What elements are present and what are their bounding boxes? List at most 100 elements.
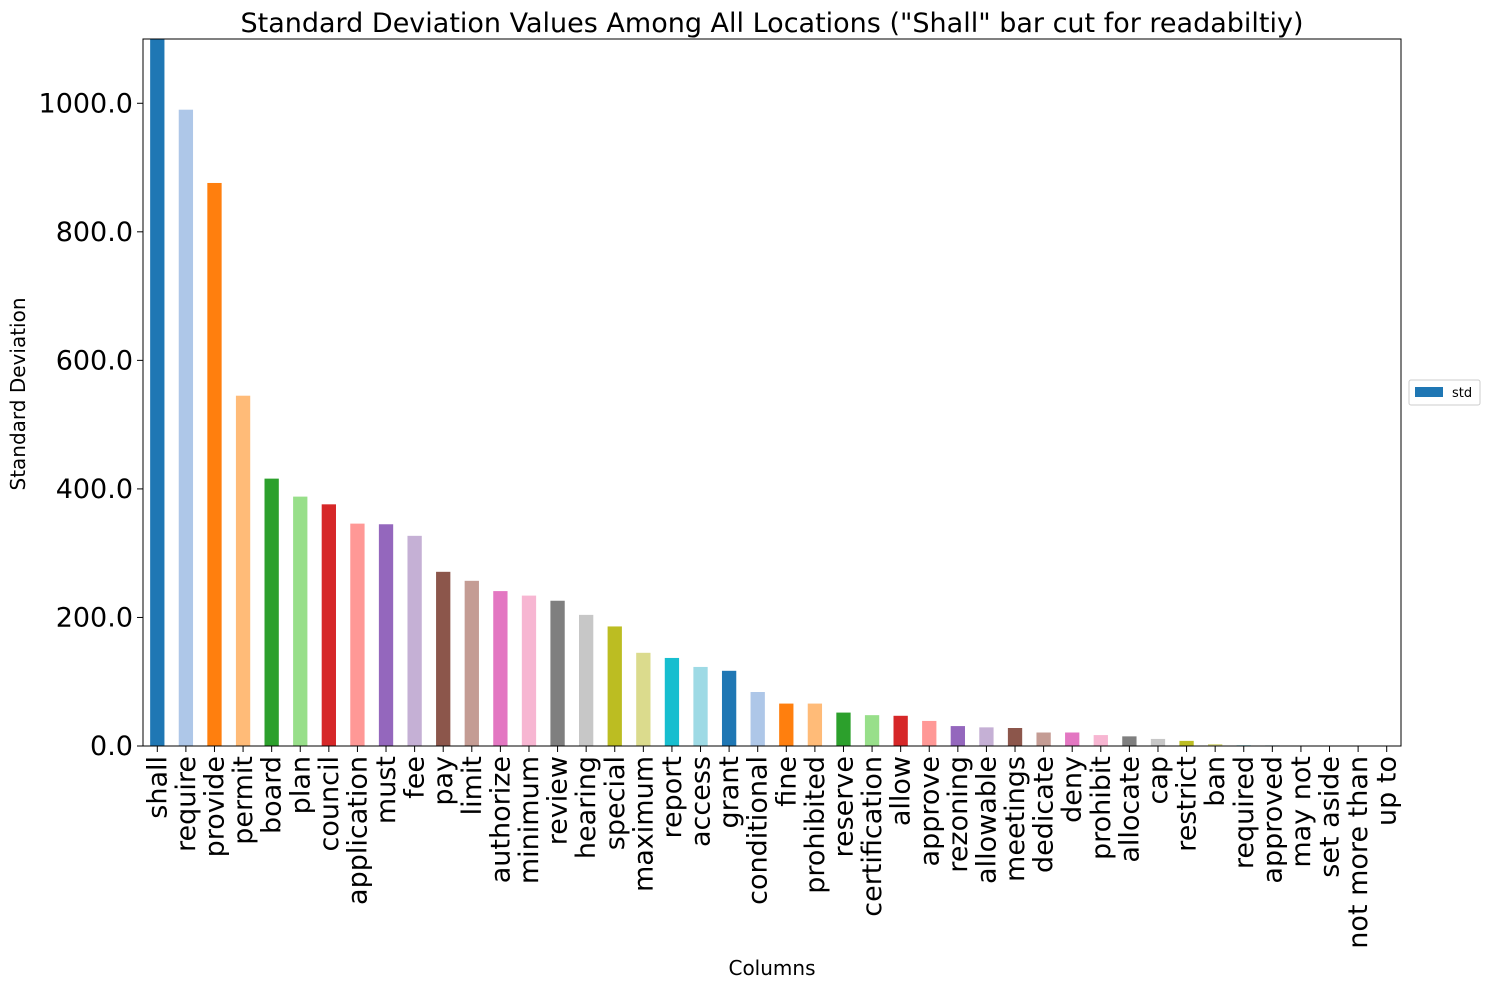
bar-authorize	[493, 591, 508, 746]
x-tick-label: approved	[1257, 756, 1288, 884]
x-tick-label: special	[600, 756, 631, 850]
x-tick-label: plan	[285, 756, 316, 814]
bar-permit	[235, 395, 251, 746]
bar-review	[550, 600, 565, 746]
x-tick-label: rezoning	[943, 756, 974, 873]
bar-certification	[864, 715, 880, 746]
x-tick-label: may not	[1286, 756, 1317, 868]
bar-must	[378, 524, 394, 746]
x-tick-label: fee	[400, 756, 431, 799]
bar-allow	[893, 715, 908, 746]
chart-title: Standard Deviation Values Among All Loca…	[240, 8, 1303, 39]
x-tick-label: prohibited	[800, 756, 831, 894]
y-ticks-group: 0.0 200.0 400.0 600.0 800.0 1000.0	[39, 88, 143, 762]
bar-reserve	[836, 712, 851, 746]
bar-rezoning	[950, 726, 965, 746]
x-tick-label: fine	[771, 756, 802, 807]
bar-fee	[407, 535, 422, 746]
x-tick-label: application	[342, 756, 373, 905]
x-tick-label: not more than	[1343, 756, 1374, 949]
x-tick-label: review	[543, 756, 574, 845]
x-tick-label: council	[314, 756, 345, 851]
bar-council	[321, 504, 336, 746]
bar-cap	[1150, 738, 1166, 746]
bar-require	[178, 109, 194, 746]
x-tick-label: prohibit	[1086, 756, 1117, 860]
y-tick-label: 600.0	[56, 345, 133, 376]
bar-restrict	[1179, 740, 1194, 746]
plot-frame	[142, 38, 1402, 747]
bar-access	[693, 666, 708, 746]
bar-plan	[293, 496, 308, 746]
y-tick-label: 400.0	[56, 474, 133, 505]
bar-ban	[1208, 744, 1223, 746]
x-axis-label: Columns	[728, 956, 815, 980]
x-tick-label: provide	[199, 756, 230, 857]
bar-prohibited	[807, 703, 823, 746]
x-tick-label: set aside	[1315, 756, 1346, 878]
x-tick-label: allow	[886, 756, 917, 826]
bar-approve	[922, 720, 937, 746]
legend-label: std	[1452, 386, 1472, 401]
bar-shall	[150, 39, 165, 746]
x-tick-label: required	[1229, 756, 1260, 869]
legend-swatch	[1415, 387, 1443, 397]
x-tick-label: pay	[428, 756, 459, 806]
x-tick-label: meetings	[1000, 756, 1031, 882]
bar-application	[350, 523, 365, 746]
bar-limit	[464, 580, 479, 746]
x-ticks-group: shallrequireprovidepermitboardplancounci…	[142, 746, 1403, 949]
x-tick-label: hearing	[571, 756, 602, 859]
x-tick-label: access	[686, 756, 717, 847]
y-tick-label: 800.0	[56, 217, 133, 248]
x-tick-label: cap	[1143, 756, 1174, 805]
legend: std	[1408, 379, 1481, 406]
bar-minimum	[521, 595, 537, 746]
x-tick-label: allocate	[1114, 756, 1145, 863]
x-tick-label: authorize	[485, 756, 516, 883]
bar-pay	[436, 571, 451, 746]
x-tick-label: ban	[1200, 756, 1231, 807]
bar-dedicate	[1036, 732, 1051, 746]
x-tick-label: report	[657, 756, 688, 838]
y-tick-label: 200.0	[56, 602, 133, 633]
x-tick-label: minimum	[514, 756, 545, 884]
bar-hearing	[579, 614, 594, 746]
x-tick-label: dedicate	[1029, 756, 1060, 873]
bar-maximum	[636, 652, 651, 746]
x-tick-label: reserve	[828, 756, 859, 858]
bars-group	[150, 39, 1394, 747]
x-tick-label: up to	[1372, 756, 1403, 826]
bar-allowable	[979, 727, 994, 746]
x-tick-label: deny	[1057, 756, 1088, 823]
bar-allocate	[1122, 736, 1137, 746]
y-axis-label: Standard Deviation	[6, 297, 30, 490]
legend-box	[1408, 379, 1481, 406]
x-tick-label: grant	[714, 756, 745, 828]
bar-board	[264, 478, 279, 746]
x-tick-label: allowable	[971, 756, 1002, 884]
bar-meetings	[1007, 728, 1023, 746]
bar-deny	[1065, 732, 1080, 746]
y-tick-label: 0.0	[90, 731, 133, 762]
x-tick-label: maximum	[628, 756, 659, 892]
x-tick-label: board	[257, 756, 288, 834]
x-tick-label: require	[171, 756, 202, 852]
x-tick-label: certification	[857, 756, 888, 917]
x-tick-label: shall	[142, 756, 173, 819]
bar-prohibit	[1093, 735, 1108, 746]
x-tick-label: conditional	[743, 756, 774, 905]
x-tick-label: limit	[457, 756, 488, 815]
bar-fine	[779, 703, 794, 746]
x-tick-label: must	[371, 756, 402, 824]
x-tick-label: restrict	[1172, 756, 1203, 852]
y-tick-label: 1000.0	[39, 88, 133, 119]
bar-special	[607, 626, 622, 746]
bar-conditional	[750, 692, 765, 746]
x-tick-label: approve	[914, 756, 945, 866]
bar-provide	[207, 182, 222, 747]
bar-grant	[721, 670, 737, 746]
x-tick-label: permit	[228, 756, 259, 845]
bar-report	[664, 657, 680, 746]
